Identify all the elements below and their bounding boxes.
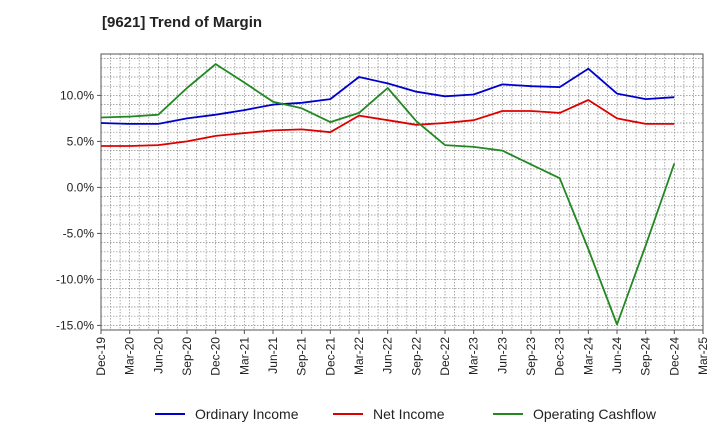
x-tick-label: Jun-23 <box>495 337 509 374</box>
y-tick-label: 0.0% <box>67 180 95 194</box>
axes-layer: -15.0% -10.0% -5.0% 0.0% 5.0% 10.0% Dec-19 Mar-… <box>56 53 710 376</box>
legend-label: Net Income <box>373 406 445 422</box>
grid-layer <box>100 54 703 330</box>
y-tick-label: 10.0% <box>60 88 94 102</box>
x-tick-label: Dec-24 <box>667 337 681 376</box>
y-tick-label: -15.0% <box>56 318 94 332</box>
x-tick-label: Dec-23 <box>553 337 567 376</box>
chart-title: [9621] Trend of Margin <box>102 14 263 31</box>
x-tick-label: Jun-21 <box>266 337 280 374</box>
x-tick-label: Jun-24 <box>610 337 624 374</box>
series-line-operating-cashflow <box>100 63 676 326</box>
plot-area <box>101 54 703 330</box>
legend-label: Operating Cashflow <box>533 406 657 422</box>
x-tick-label: Mar-21 <box>237 337 251 375</box>
x-tick-label: Dec-22 <box>438 337 452 376</box>
x-tick-label: Dec-19 <box>94 337 108 376</box>
x-tick-label: Sep-21 <box>295 337 309 376</box>
x-tick-label: Mar-23 <box>467 337 481 375</box>
x-tick-label: Sep-20 <box>180 337 194 376</box>
x-tick-label: Mar-24 <box>581 337 595 375</box>
series-line-ordinary-income <box>100 67 675 125</box>
x-tick-label: Dec-20 <box>209 337 223 376</box>
x-tick-label: Sep-23 <box>524 337 538 376</box>
x-tick-label: Jun-20 <box>151 337 165 374</box>
y-tick-label: -10.0% <box>56 272 94 286</box>
legend-label: Ordinary Income <box>195 406 299 422</box>
x-tick-label: Dec-21 <box>323 337 337 376</box>
x-tick-label: Mar-22 <box>352 337 366 375</box>
x-tick-label: Mar-20 <box>123 337 137 375</box>
series-line-net-income <box>101 99 675 147</box>
y-tick-label: 5.0% <box>67 134 95 148</box>
x-tick-label: Jun-22 <box>381 337 395 374</box>
y-tick-label: -5.0% <box>63 226 95 240</box>
x-tick-label: Mar-25 <box>696 337 710 375</box>
x-tick-label: Sep-24 <box>639 337 653 376</box>
plot-border <box>100 53 704 331</box>
legend: Ordinary Income Net Income Operating Cashf… <box>155 406 657 422</box>
series-layer <box>100 63 676 326</box>
x-tick-label: Sep-22 <box>409 337 423 376</box>
